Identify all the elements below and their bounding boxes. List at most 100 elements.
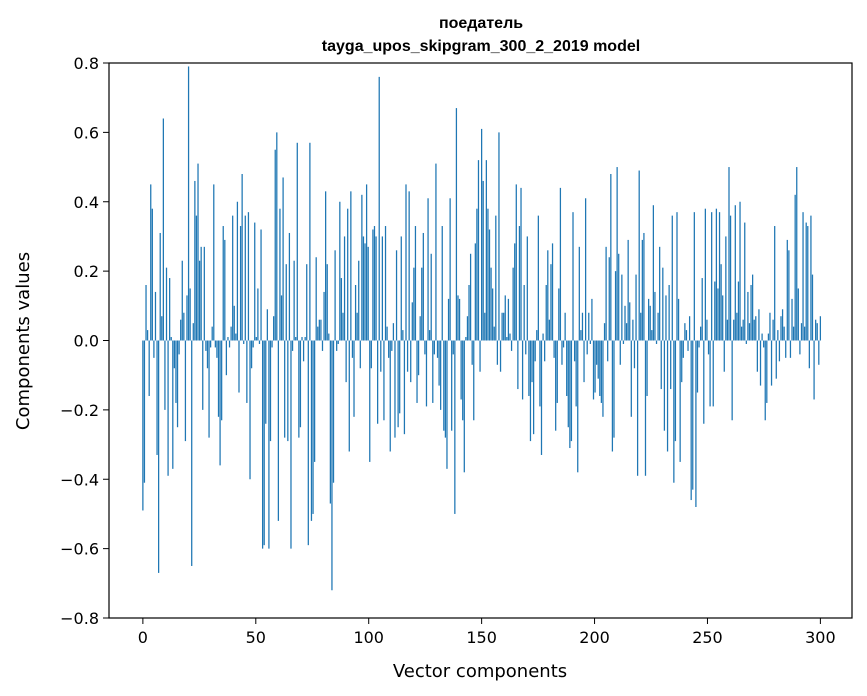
bar <box>487 208 489 341</box>
bar <box>737 281 740 341</box>
bar <box>621 274 623 341</box>
bar <box>674 340 677 442</box>
bar <box>794 194 796 341</box>
bar <box>596 340 598 365</box>
bar <box>183 312 185 341</box>
bar <box>712 340 714 407</box>
bar <box>608 257 610 341</box>
bar <box>479 340 481 372</box>
bar <box>298 340 300 438</box>
bar <box>250 340 253 369</box>
bar <box>525 340 527 355</box>
bar <box>659 246 661 341</box>
bar <box>671 215 673 341</box>
bar <box>657 312 659 341</box>
bar <box>230 326 232 341</box>
bar <box>780 316 782 341</box>
bar <box>266 309 268 341</box>
bar <box>490 267 492 341</box>
bar <box>602 340 604 417</box>
bar <box>381 236 383 341</box>
bar <box>703 340 705 424</box>
bar <box>197 163 199 341</box>
bar <box>663 340 666 431</box>
bar <box>184 340 187 442</box>
bar <box>433 340 435 355</box>
bar <box>633 340 636 369</box>
bar <box>187 66 190 341</box>
bar <box>744 222 746 341</box>
bar <box>644 340 647 476</box>
bar <box>429 330 431 341</box>
bar <box>810 215 812 341</box>
bar <box>405 184 407 341</box>
bar <box>551 243 554 341</box>
bar <box>589 340 591 344</box>
bar <box>646 340 648 396</box>
bar <box>343 236 346 341</box>
bar <box>649 305 651 341</box>
bar <box>584 198 587 341</box>
bar <box>372 229 374 341</box>
bar <box>334 250 336 341</box>
bar <box>550 264 552 341</box>
bar <box>268 340 270 549</box>
bar <box>173 340 176 369</box>
bar <box>816 323 818 341</box>
bar <box>654 291 656 341</box>
bar <box>247 212 250 341</box>
bar <box>293 260 295 341</box>
bar <box>638 170 640 341</box>
bar <box>695 340 697 507</box>
bar <box>162 118 164 341</box>
y-tick-label: −0.6 <box>60 540 99 559</box>
bar <box>150 184 152 341</box>
bar <box>332 340 335 483</box>
bar <box>614 271 617 341</box>
bar <box>485 160 487 341</box>
bar <box>232 215 234 341</box>
bar <box>392 323 395 341</box>
bar <box>507 298 510 341</box>
bar <box>436 340 439 358</box>
bar <box>312 340 314 514</box>
bar <box>318 319 320 341</box>
bar <box>217 340 220 417</box>
bar <box>331 340 333 591</box>
bar <box>378 76 380 341</box>
bar <box>811 274 814 341</box>
bar <box>391 340 393 351</box>
bar <box>707 340 710 355</box>
bar <box>321 340 324 351</box>
bar <box>556 340 558 403</box>
bar <box>569 340 571 449</box>
bar <box>662 267 664 341</box>
bar <box>748 323 751 341</box>
bar <box>523 285 525 341</box>
bar <box>424 340 426 355</box>
bar <box>279 208 281 341</box>
bar <box>233 305 235 341</box>
bar <box>618 253 620 341</box>
bar <box>446 340 448 469</box>
bar <box>408 191 410 341</box>
bar <box>159 232 161 341</box>
bar <box>290 340 292 549</box>
bar <box>635 274 637 341</box>
bar <box>799 340 801 355</box>
bar <box>336 340 338 351</box>
y-tick-label: 0.0 <box>74 332 99 351</box>
bar <box>451 340 453 431</box>
bar <box>323 291 325 341</box>
bar <box>573 340 576 362</box>
bar <box>252 340 254 348</box>
bar <box>181 260 183 341</box>
bar <box>158 340 160 573</box>
bar <box>206 340 209 369</box>
bar <box>271 340 273 348</box>
bar <box>493 326 495 341</box>
bar <box>373 226 376 341</box>
bar <box>670 340 672 390</box>
bar <box>309 142 311 341</box>
bar <box>359 340 361 369</box>
